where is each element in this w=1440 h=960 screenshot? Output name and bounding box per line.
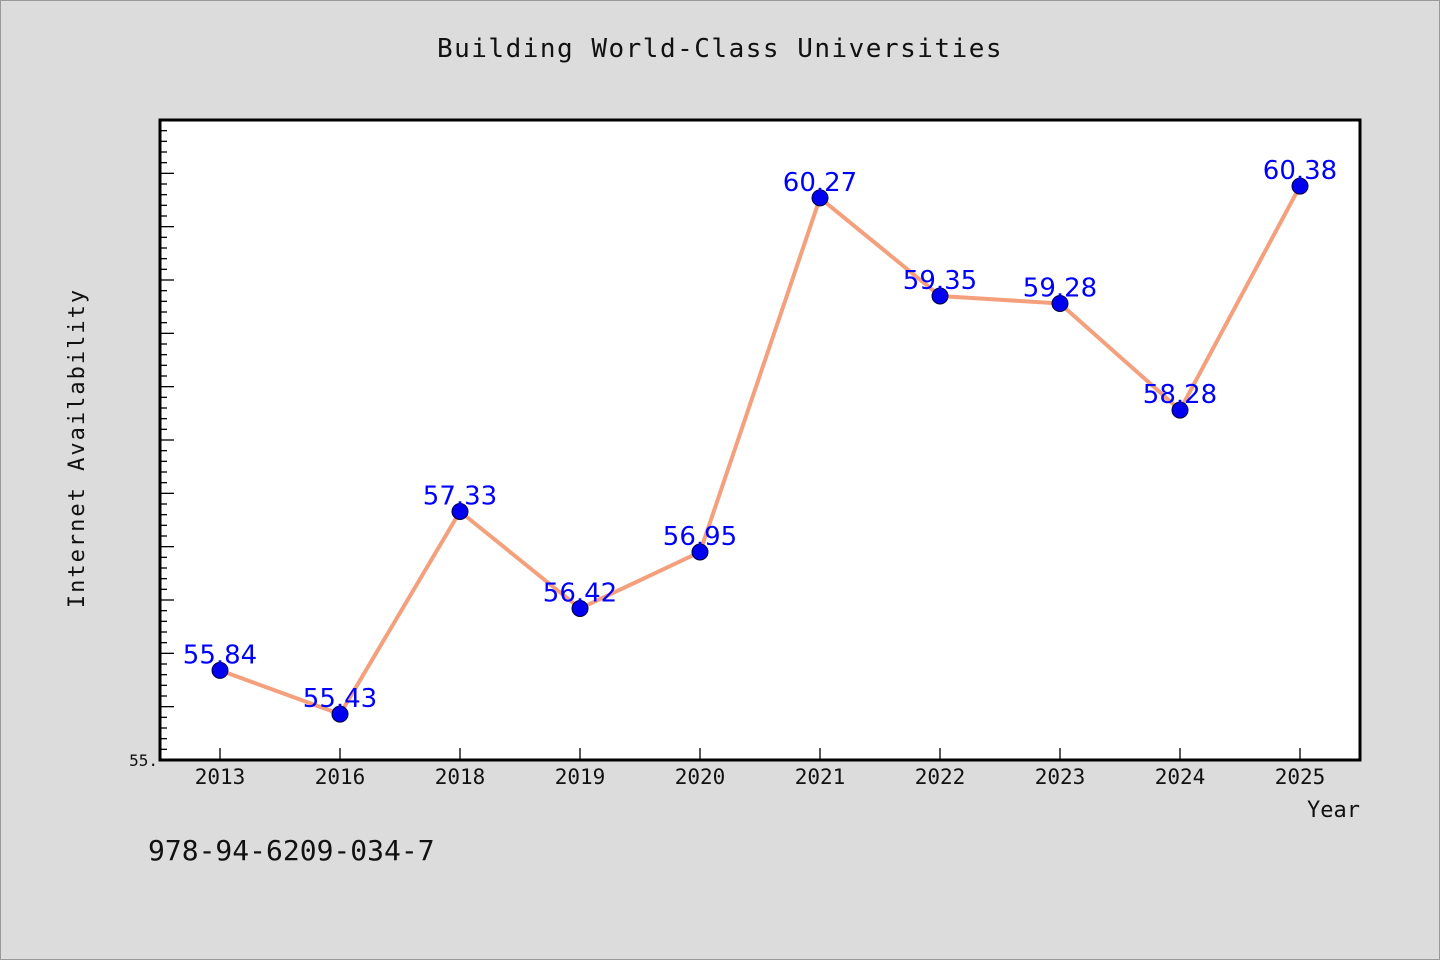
x-tick-label: 2023 xyxy=(1035,765,1086,789)
data-point xyxy=(931,287,949,305)
series-line xyxy=(219,185,1302,717)
series-markers xyxy=(211,177,1309,723)
x-tick-label: 2024 xyxy=(1155,765,1206,789)
x-tick-label: 2025 xyxy=(1275,765,1326,789)
data-point xyxy=(1171,401,1189,419)
data-point xyxy=(1051,294,1069,312)
x-axis-ticks xyxy=(219,748,1301,760)
isbn-text: 978-94-6209-034-7 xyxy=(148,834,435,867)
plot-border xyxy=(158,118,1362,762)
data-label: 60.27 xyxy=(783,168,857,198)
x-tick-label: 2013 xyxy=(195,765,246,789)
x-tick-label: 2021 xyxy=(795,765,846,789)
y-tick-label: 55. xyxy=(129,751,158,770)
data-point xyxy=(811,189,829,207)
data-label: 56.42 xyxy=(543,579,617,609)
data-point xyxy=(691,543,709,561)
data-labels: 55.84 55.43 57.33 56.42 56.95 60.27 59.35 59.28… xyxy=(183,156,1337,714)
x-tick-labels: 2013 2016 2018 2019 2020 2021 2022 2023 2024 2025 xyxy=(195,765,1326,789)
x-tick-label: 2022 xyxy=(915,765,966,789)
data-label: 59.28 xyxy=(1023,273,1097,303)
data-label: 59.35 xyxy=(903,266,977,296)
series-line-group xyxy=(219,185,1302,717)
data-point xyxy=(331,705,349,723)
x-axis-label: Year xyxy=(1307,798,1360,823)
data-label: 55.84 xyxy=(183,640,257,670)
y-axis-label: Internet Availability xyxy=(65,288,90,608)
data-label: 57.33 xyxy=(423,481,497,511)
data-label: 58.28 xyxy=(1143,380,1217,410)
x-tick-label: 2020 xyxy=(675,765,726,789)
x-tick-label: 2018 xyxy=(435,765,486,789)
chart-title: Building World-Class Universities xyxy=(436,34,1004,64)
plot-area xyxy=(160,120,1360,760)
data-label: 55.43 xyxy=(303,684,377,714)
data-point xyxy=(451,502,469,520)
data-point xyxy=(211,661,229,679)
data-label: 60.38 xyxy=(1263,156,1337,186)
x-tick-label: 2016 xyxy=(315,765,366,789)
data-label: 56.95 xyxy=(663,522,737,552)
x-tick-label: 2019 xyxy=(555,765,606,789)
data-point xyxy=(571,600,589,618)
data-point xyxy=(1291,177,1309,195)
